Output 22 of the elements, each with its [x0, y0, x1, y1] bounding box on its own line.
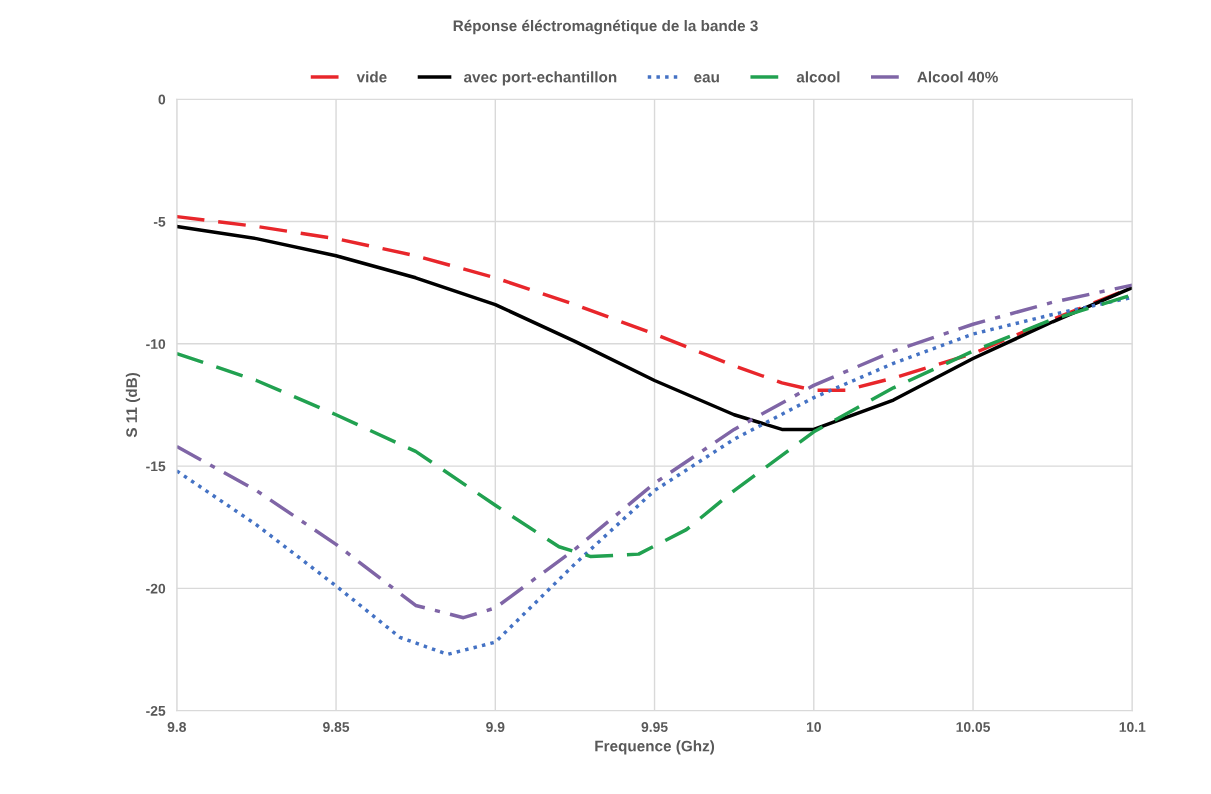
- y-tick-label: -25: [146, 705, 166, 716]
- y-tick-label: -10: [146, 339, 166, 349]
- y-tick-label: -5: [153, 217, 166, 227]
- x-tick-label: 10: [806, 722, 821, 732]
- x-tick-label: 9.9: [486, 722, 505, 732]
- x-axis-title: Frequence (Ghz): [595, 740, 715, 755]
- x-tick-label: 9.8: [167, 722, 187, 732]
- y-tick-label: 0: [158, 94, 166, 105]
- x-tick-label: 9.95: [641, 722, 668, 732]
- chart-title: Réponse éléctromagnétique de la bande 3: [453, 19, 758, 35]
- x-tick-label: 9.85: [323, 722, 350, 732]
- legend-label: Alcool 40%: [917, 71, 998, 83]
- legend-label: avec port-echantillon: [464, 71, 617, 86]
- x-tick-label: 10.05: [956, 722, 991, 732]
- legend-label: alcool: [796, 71, 840, 83]
- legend-label: vide: [356, 71, 387, 83]
- y-tick-label: -15: [146, 461, 166, 472]
- legend-label: eau: [694, 74, 719, 83]
- x-tick-label: 10.1: [1119, 722, 1146, 732]
- line-series: [176, 224, 1133, 432]
- y-axis-title: S 11 (dB): [125, 373, 141, 438]
- y-tick-label: -20: [146, 583, 166, 594]
